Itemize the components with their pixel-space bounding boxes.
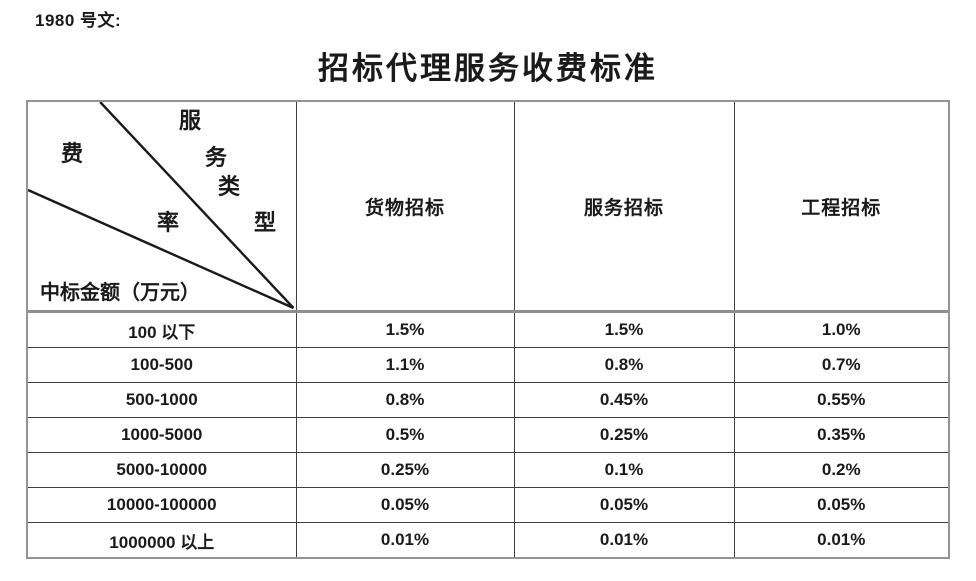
page-title: 招标代理服务收费标准 — [318, 51, 658, 86]
doc-reference-number: 1980 号文: — [35, 11, 122, 30]
rate-engineering: 0.2% — [733, 452, 950, 488]
corner-fee-char-2: 率 — [157, 210, 180, 235]
corner-type-char-3: 类 — [218, 174, 241, 199]
rate-services: 0.1% — [513, 452, 735, 488]
table-row: 500-1000 0.8% 0.45% 0.55% — [26, 382, 950, 418]
diagonal-split-cell: 服 务 类 型 费 率 中标金额（万元） — [28, 102, 296, 310]
rate-engineering: 0.7% — [733, 347, 950, 383]
rate-goods: 0.5% — [295, 417, 515, 453]
rate-goods: 1.1% — [295, 347, 515, 383]
table-row: 10000-100000 0.05% 0.05% 0.05% — [26, 487, 950, 523]
rate-services: 0.8% — [513, 347, 735, 383]
amount-range: 1000000 以上 — [26, 522, 297, 559]
column-header-engineering: 工程招标 — [733, 100, 950, 313]
amount-range: 100-500 — [26, 347, 297, 383]
rate-services: 1.5% — [513, 311, 735, 348]
rate-goods: 0.8% — [295, 382, 515, 418]
amount-range: 500-1000 — [26, 382, 297, 418]
rate-engineering: 0.01% — [733, 522, 950, 559]
column-header-goods: 货物招标 — [295, 100, 515, 313]
rate-goods: 1.5% — [295, 311, 515, 348]
rate-goods: 0.01% — [295, 522, 515, 559]
rate-services: 0.45% — [513, 382, 735, 418]
diagonal-divider-lines — [28, 102, 295, 310]
rate-goods: 0.25% — [295, 452, 515, 488]
rate-services: 0.25% — [513, 417, 735, 453]
table-row: 5000-10000 0.25% 0.1% 0.2% — [26, 452, 950, 488]
table-row: 100-500 1.1% 0.8% 0.7% — [26, 347, 950, 383]
corner-type-char-1: 服 — [179, 108, 202, 133]
table-row: 100 以下 1.5% 1.5% 1.0% — [26, 311, 950, 348]
rate-engineering: 0.55% — [733, 382, 950, 418]
header-row: 服 务 类 型 费 率 中标金额（万元） 货物招标 服务招标 工程招标 — [26, 100, 950, 313]
amount-range: 5000-10000 — [26, 452, 297, 488]
corner-type-char-4: 型 — [254, 210, 277, 235]
rate-goods: 0.05% — [295, 487, 515, 523]
table-row: 1000000 以上 0.01% 0.01% 0.01% — [26, 522, 950, 559]
rate-services: 0.01% — [513, 522, 735, 559]
table-row: 1000-5000 0.5% 0.25% 0.35% — [26, 417, 950, 453]
rate-services: 0.05% — [513, 487, 735, 523]
corner-header-cell: 服 务 类 型 费 率 中标金额（万元） — [26, 100, 297, 313]
amount-axis-label: 中标金额（万元） — [40, 282, 200, 304]
corner-type-char-2: 务 — [205, 145, 228, 170]
amount-range: 100 以下 — [26, 311, 297, 348]
column-header-services: 服务招标 — [513, 100, 735, 313]
amount-range: 1000-5000 — [26, 417, 297, 453]
corner-fee-char-1: 费 — [61, 141, 84, 166]
fee-standard-table: 服 务 类 型 费 率 中标金额（万元） 货物招标 服务招标 工程招标 100 … — [26, 100, 950, 559]
amount-range: 10000-100000 — [26, 487, 297, 523]
rate-engineering: 1.0% — [733, 311, 950, 348]
rate-engineering: 0.05% — [733, 487, 950, 523]
rate-engineering: 0.35% — [733, 417, 950, 453]
